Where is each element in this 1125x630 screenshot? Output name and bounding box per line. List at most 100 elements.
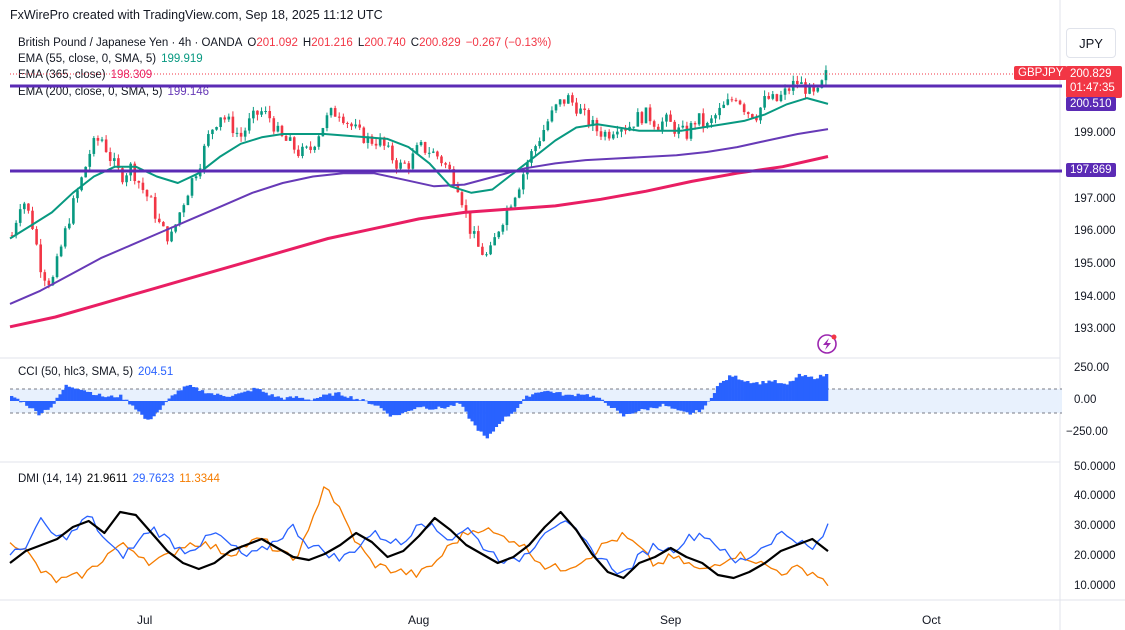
candle xyxy=(63,226,67,249)
candle xyxy=(141,177,145,194)
cci-bar xyxy=(222,396,226,401)
legend-ema200[interactable]: EMA (200, close, 0, SMA, 5) 199.146 xyxy=(18,86,214,98)
cci-bar xyxy=(518,401,523,404)
candle xyxy=(391,142,394,164)
cci-bar xyxy=(88,392,93,401)
candle xyxy=(137,180,141,189)
open-label: O xyxy=(247,37,257,49)
cci-bar xyxy=(22,401,26,402)
candles-group xyxy=(10,65,828,289)
symbol-name[interactable]: British Pound / Japanese Yen · 4h · OAND… xyxy=(18,37,243,49)
cci-bar xyxy=(388,401,393,417)
candle xyxy=(297,145,300,158)
cci-bar xyxy=(361,399,365,401)
candle xyxy=(35,226,38,246)
cci-bar xyxy=(243,391,247,401)
candle xyxy=(673,119,676,137)
cci-bar xyxy=(534,392,538,401)
close-value: 200.829 xyxy=(419,37,461,49)
minus-di-line[interactable] xyxy=(9,486,829,587)
cci-bar xyxy=(355,398,359,401)
candle xyxy=(301,143,304,159)
ema200-line[interactable] xyxy=(9,128,829,305)
cci-bar xyxy=(715,386,720,401)
cci-bar xyxy=(155,401,159,413)
cci-bar xyxy=(19,401,23,403)
cci-bar xyxy=(146,401,150,420)
cci-bar xyxy=(485,401,489,439)
plus-di-line[interactable] xyxy=(9,515,829,575)
legend-cci[interactable]: CCI (50, hlc3, SMA, 5) 204.51 xyxy=(18,366,178,378)
cci-bar xyxy=(319,396,323,401)
price-tag: 200.829 01:47:35 xyxy=(1066,66,1122,98)
cci-bar xyxy=(191,387,196,401)
candle xyxy=(546,118,550,132)
cci-bar xyxy=(119,394,123,401)
cci-bar xyxy=(303,399,308,401)
cci-bar xyxy=(500,401,505,422)
candle xyxy=(117,154,120,172)
cci-bar xyxy=(376,401,380,406)
cci-bar xyxy=(546,390,550,401)
low-label: L xyxy=(357,37,365,49)
level-high-tag: 200.510 xyxy=(1066,97,1116,111)
cci-bar xyxy=(803,375,808,401)
cci-bar xyxy=(612,401,617,408)
cci-bar xyxy=(494,401,499,428)
candle xyxy=(432,148,435,154)
cci-bar xyxy=(325,394,329,401)
legend-ema365-value: 198.309 xyxy=(110,69,153,81)
cci-bar xyxy=(440,401,444,409)
candle xyxy=(243,127,247,141)
y-tick-199: 199.000 xyxy=(1074,127,1116,139)
cci-bar xyxy=(209,393,214,401)
candle xyxy=(824,65,828,85)
candle xyxy=(763,90,766,110)
legend-dmi[interactable]: DMI (14, 14) 21.9611 29.7623 11.3344 xyxy=(18,473,225,485)
cci-bar xyxy=(82,390,87,401)
cci-bar xyxy=(28,401,32,409)
cci-bar xyxy=(773,380,777,401)
candle xyxy=(31,206,34,230)
cci-bar xyxy=(297,397,302,401)
cci-bar xyxy=(125,399,129,401)
candle xyxy=(755,114,758,123)
cci-bar xyxy=(179,390,183,401)
currency-button[interactable]: JPY xyxy=(1066,28,1116,58)
candle xyxy=(305,145,308,149)
candle xyxy=(497,230,501,240)
cci-bar xyxy=(761,381,765,401)
cci-bar xyxy=(634,401,638,413)
cci-bar xyxy=(158,401,162,410)
candle xyxy=(513,196,517,209)
lightning-icon[interactable] xyxy=(817,334,837,354)
candle xyxy=(92,136,96,157)
candle xyxy=(436,150,439,160)
ema365-line[interactable] xyxy=(9,155,829,329)
candle xyxy=(43,269,47,287)
cci-bar xyxy=(473,401,477,426)
cci-bar xyxy=(234,394,238,401)
adx-line[interactable] xyxy=(9,510,829,580)
legend-ema55[interactable]: EMA (55, close, 0, SMA, 5) 199.919 xyxy=(18,53,208,65)
symbol-ohlc-line: British Pound / Japanese Yen · 4h · OAND… xyxy=(18,37,556,49)
candle xyxy=(562,99,566,107)
cci-bar xyxy=(219,394,223,401)
candle xyxy=(444,161,447,169)
cci-bar xyxy=(309,400,314,401)
cci-bar xyxy=(637,401,641,412)
candle xyxy=(746,111,750,119)
cci-bar xyxy=(422,401,426,407)
cci-bar xyxy=(779,383,783,401)
cci-bar xyxy=(731,376,735,401)
candle xyxy=(162,221,165,227)
candle xyxy=(96,135,100,146)
candle xyxy=(329,107,333,118)
cci-bar xyxy=(279,397,283,401)
candle xyxy=(260,107,263,118)
cci-bar xyxy=(673,401,677,409)
high-value: 201.216 xyxy=(311,37,353,49)
x-tick-sep: Sep xyxy=(660,613,682,627)
legend-ema365[interactable]: EMA (365, close) 198.309 xyxy=(18,69,157,81)
